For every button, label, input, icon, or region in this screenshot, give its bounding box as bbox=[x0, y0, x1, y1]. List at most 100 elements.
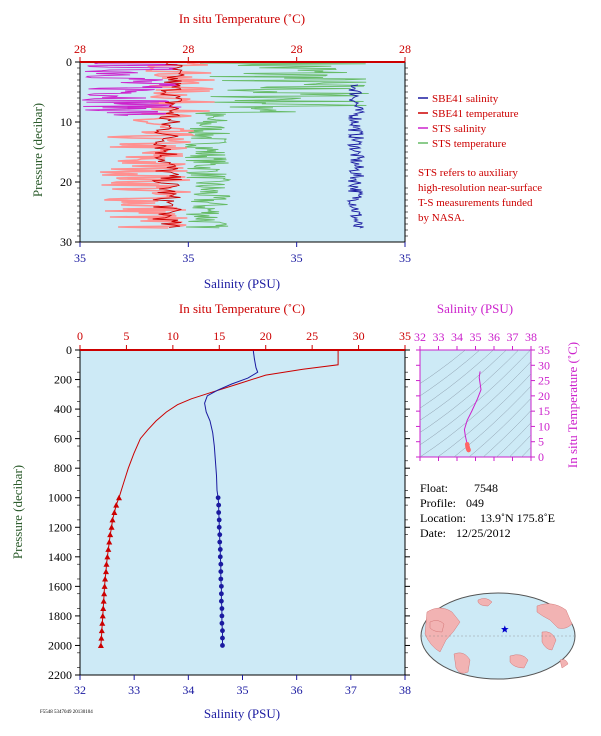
ts-isopycnal bbox=[482, 410, 531, 457]
ts-sal-tick-label: 38 bbox=[525, 330, 537, 344]
sbe41-salinity-trace bbox=[346, 84, 366, 229]
top-pressure-tick-label: 20 bbox=[60, 175, 72, 189]
ts-temp-tick-label: 20 bbox=[538, 389, 550, 403]
ts-isopycnal bbox=[420, 350, 481, 397]
ts-temp-tick-label: 30 bbox=[538, 358, 550, 372]
temperature-marker bbox=[101, 590, 108, 597]
salinity-marker bbox=[217, 539, 223, 545]
float-info: Float: 7548 Profile: 049 Location: 13.9˚… bbox=[420, 481, 555, 540]
temperature-marker bbox=[101, 583, 108, 589]
temperature-marker bbox=[97, 642, 104, 648]
salinity-marker bbox=[218, 598, 224, 604]
temperature-marker bbox=[102, 575, 109, 582]
salinity-marker bbox=[217, 547, 223, 552]
temperature-marker bbox=[105, 546, 112, 552]
ts-sal-tick-label: 37 bbox=[507, 330, 519, 344]
top-sal-tick-label: 35 bbox=[291, 251, 303, 265]
profile-temp-tick-label: 5 bbox=[123, 329, 129, 343]
temperature-marker bbox=[100, 598, 107, 604]
temperature-marker bbox=[104, 553, 111, 560]
top-temp-tick-label: 28 bbox=[399, 42, 411, 56]
footer-tag: F5548 5347049 20130104 bbox=[40, 710, 93, 715]
top-panel: 28 28 28 28 35 35 35 35 0 10 20 30 In situ Temperat… bbox=[30, 11, 411, 291]
legend-sbe41-salinity: SBE41 salinity bbox=[432, 93, 499, 105]
note-line-2: high-resolution near-surface bbox=[418, 182, 542, 194]
profile-panel: 0 5 10 15 20 25 30 35 32 33 34 35 36 37 38 0 200 400 600 80… bbox=[10, 301, 411, 721]
ts-deep-marker bbox=[466, 447, 471, 453]
temperature-marker bbox=[108, 524, 115, 530]
profile-temp-tick-label: 10 bbox=[167, 329, 179, 343]
ts-temp-tick-label: 35 bbox=[538, 343, 550, 357]
top-pressure-tick-label: 30 bbox=[60, 235, 72, 249]
profile-sal-tick-label: 33 bbox=[128, 683, 140, 697]
top-sal-tick-label: 35 bbox=[74, 251, 86, 265]
profile-pressure-tick-label: 1200 bbox=[48, 520, 72, 534]
profile-sal-tick-label: 36 bbox=[291, 683, 303, 697]
ts-sal-tick-label: 35 bbox=[470, 330, 482, 344]
top-legend: SBE41 salinity SBE41 temperature STS sal… bbox=[418, 93, 542, 224]
temperature-marker bbox=[100, 605, 107, 612]
salinity-marker bbox=[216, 524, 222, 530]
top-sal-tick-label: 35 bbox=[182, 251, 194, 265]
ts-sal-tick-label: 36 bbox=[488, 330, 500, 344]
ts-sal-tick-label: 33 bbox=[433, 330, 445, 344]
temperature-marker bbox=[107, 531, 114, 538]
ts-salinity-axis-label: Salinity (PSU) bbox=[437, 301, 513, 316]
profile-pressure-tick-label: 1800 bbox=[48, 609, 72, 623]
profile-temp-tick-label: 0 bbox=[77, 329, 83, 343]
float-label: Float: bbox=[420, 481, 448, 495]
top-sal-tick-label: 35 bbox=[399, 251, 411, 265]
top-temp-tick-label: 28 bbox=[182, 42, 194, 56]
profile-pressure-tick-label: 600 bbox=[54, 432, 72, 446]
top-pressure-tick-label: 10 bbox=[60, 115, 72, 129]
ts-isopycnal bbox=[420, 350, 466, 384]
ts-sal-tick-label: 32 bbox=[414, 330, 426, 344]
salinity-marker bbox=[216, 517, 222, 523]
ts-isopycnal bbox=[420, 350, 494, 409]
profile-value: 049 bbox=[466, 496, 484, 510]
location-value: 13.9˚N 175.8˚E bbox=[480, 511, 555, 525]
ts-isopycnal bbox=[468, 397, 531, 457]
profile-pressure-tick-label: 200 bbox=[54, 373, 72, 387]
salinity-marker bbox=[217, 554, 223, 560]
profile-pressure-tick-label: 1400 bbox=[48, 550, 72, 564]
float-position-marker bbox=[501, 625, 509, 633]
legend-sbe41-temperature: SBE41 temperature bbox=[432, 108, 519, 120]
note-line-3: T-S measurements funded bbox=[418, 197, 533, 209]
salinity-marker bbox=[220, 628, 225, 634]
note-line-4: by NASA. bbox=[418, 212, 465, 224]
profile-temp-tick-label: 35 bbox=[399, 329, 411, 343]
top-sensor-traces bbox=[82, 62, 369, 229]
profile-salinity-axis-label: Salinity (PSU) bbox=[204, 706, 280, 721]
world-map bbox=[420, 592, 576, 680]
profile-sal-tick-label: 38 bbox=[399, 683, 411, 697]
top-temp-tick-label: 28 bbox=[74, 42, 86, 56]
ts-isopycnal bbox=[420, 350, 519, 433]
profile-pressure-tick-label: 1000 bbox=[48, 491, 72, 505]
temperature-marker bbox=[116, 494, 122, 501]
sts-temperature-trace bbox=[184, 62, 369, 229]
salinity-marker bbox=[219, 620, 225, 626]
note-line-1: STS refers to auxiliary bbox=[418, 167, 518, 179]
date-value: 12/25/2012 bbox=[456, 526, 511, 540]
ts-temp-axis-label: In situ Temperature (˚C) bbox=[565, 342, 580, 468]
ts-temp-tick-label: 5 bbox=[538, 435, 544, 449]
profile-temp-tick-label: 25 bbox=[306, 329, 318, 343]
salinity-marker bbox=[216, 502, 222, 508]
legend-sts-salinity: STS salinity bbox=[432, 123, 487, 135]
profile-pressure-tick-label: 1600 bbox=[48, 579, 72, 593]
profile-sal-tick-label: 37 bbox=[345, 683, 357, 697]
profile-plot-area bbox=[79, 349, 406, 676]
salinity-profile-line bbox=[204, 350, 259, 498]
salinity-marker bbox=[217, 532, 223, 538]
ts-temp-tick-label: 25 bbox=[538, 374, 550, 388]
ts-upper-curve bbox=[463, 371, 482, 445]
temperature-marker bbox=[106, 539, 113, 545]
profile-temp-tick-label: 30 bbox=[353, 329, 365, 343]
profile-temp-axis-label: In situ Temperature (˚C) bbox=[179, 301, 305, 316]
ts-isopycnal bbox=[453, 385, 531, 457]
profile-sal-tick-label: 35 bbox=[237, 683, 249, 697]
ts-temp-tick-label: 10 bbox=[538, 419, 550, 433]
salinity-marker bbox=[218, 576, 224, 582]
top-salinity-axis-label: Salinity (PSU) bbox=[204, 276, 280, 291]
